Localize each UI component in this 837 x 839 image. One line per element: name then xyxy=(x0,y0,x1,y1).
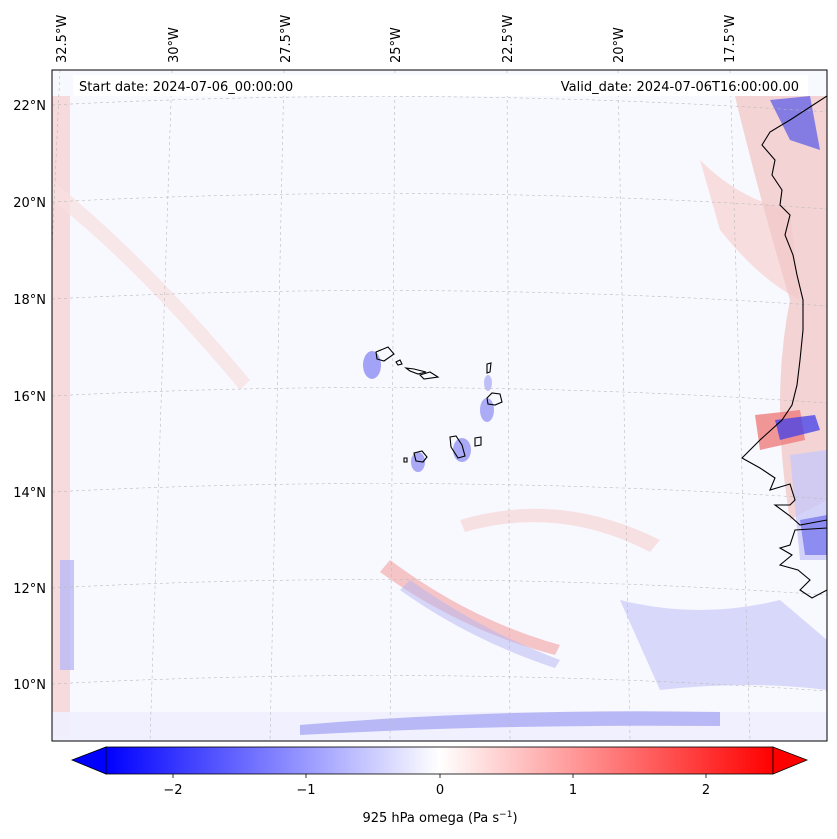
lat-label-16n: 16°N xyxy=(13,390,46,405)
island-sao-vicente xyxy=(395,359,403,366)
lon-label-30w: 30°W xyxy=(167,27,182,63)
latitude-labels: 22°N 20°N 18°N 16°N 14°N 12°N 10°N xyxy=(13,99,46,693)
coastlines xyxy=(375,95,827,599)
map-panel: Start date: 2024-07-06_00:00:00 Valid_da… xyxy=(52,70,827,741)
colorbar-low-extension xyxy=(70,746,107,775)
lat-label-22n: 22°N xyxy=(13,99,46,114)
island-sao-nicolau xyxy=(404,367,427,375)
island-sal xyxy=(486,362,492,374)
island-santiago xyxy=(449,435,466,459)
island-santo-antao xyxy=(375,346,395,362)
lat-label-20n: 20°N xyxy=(13,196,46,211)
longitude-labels: 32.5°W 30°W 27.5°W 25°W 22.5°W 20°W 17.5… xyxy=(55,15,738,63)
colorbar-ticks xyxy=(172,774,707,778)
colorbar-tick-label: −2 xyxy=(163,783,182,798)
start-date-text: Start date: 2024-07-06_00:00:00 xyxy=(79,80,293,95)
lon-label-17-5w: 17.5°W xyxy=(723,15,738,63)
colorbar-tick-label: 2 xyxy=(702,783,710,798)
lon-label-32-5w: 32.5°W xyxy=(55,15,70,63)
map-frame xyxy=(51,69,828,742)
graticule xyxy=(52,70,827,741)
africa-coastline xyxy=(741,95,827,599)
colorbar: −2 −1 0 1 2 925 hPa omega (Pa s−1) xyxy=(70,746,809,826)
island-maio xyxy=(474,436,482,447)
island-boa-vista xyxy=(486,392,503,406)
colorbar-tick-label: 1 xyxy=(569,783,577,798)
colorbar-tick-label: 0 xyxy=(436,783,444,798)
lon-label-25w: 25°W xyxy=(389,27,404,63)
lon-label-27-5w: 27.5°W xyxy=(279,15,294,63)
valid-date-text: Valid_date: 2024-07-06T16:00:00.00 xyxy=(561,80,799,95)
lat-label-18n: 18°N xyxy=(13,293,46,308)
lon-label-22-5w: 22.5°W xyxy=(501,15,516,63)
header-box: Start date: 2024-07-06_00:00:00 Valid_da… xyxy=(73,75,808,96)
island-sao-nicolau-east xyxy=(418,371,440,380)
colorbar-tick-label: −1 xyxy=(296,783,315,798)
colorbar-gradient xyxy=(105,746,774,775)
lon-label-20w: 20°W xyxy=(612,27,627,63)
lat-label-12n: 12°N xyxy=(13,582,46,597)
omega-field xyxy=(52,96,827,741)
island-fogo xyxy=(413,450,428,463)
colorbar-label: 925 hPa omega (Pa s−1) xyxy=(362,810,517,826)
lat-label-14n: 14°N xyxy=(13,486,46,501)
island-brava xyxy=(403,457,408,463)
colorbar-high-extension xyxy=(772,746,809,775)
lat-label-10n: 10°N xyxy=(13,678,46,693)
